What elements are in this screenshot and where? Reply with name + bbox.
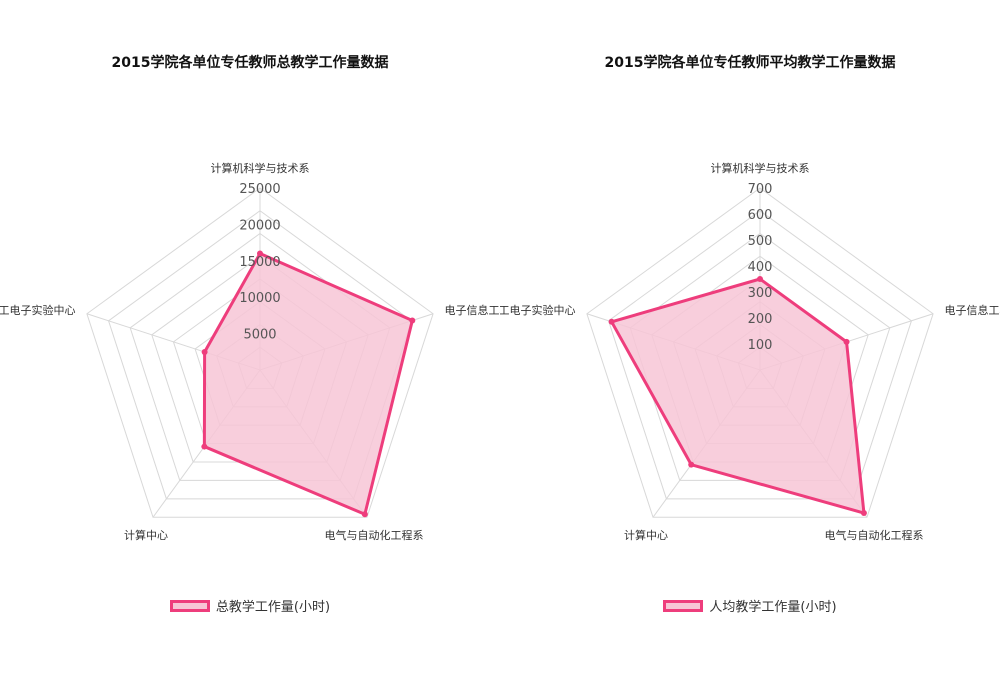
category-label: 电气与自动化工程系 [825,528,924,542]
category-label: 计算机科学与技术系 [711,161,810,175]
legend-swatch [663,599,704,612]
radar-chart-average: 2015学院各单位专任教师平均教学工作量数据 100 200 300 400 500 60… [500,0,1000,680]
tick-label: 200 [748,312,773,327]
tick-label: 500 [748,234,773,249]
legend-swatch [169,599,210,612]
category-label: 电工电子实验中心 [500,303,575,317]
grid-ring [86,187,434,518]
chart-title: 2015学院各单位专任教师平均教学工作量数据 [604,55,896,71]
legend[interactable]: 人均教学工作量(小时) [500,596,1000,615]
category-label: 电子信息工程系 [445,303,500,317]
grid-ring [107,210,413,500]
data-point [757,276,763,282]
tick-label: 100 [748,338,773,353]
data-point [201,443,208,450]
legend-label: 人均教学工作量(小时) [709,600,837,615]
category-label: 计算中心 [624,528,668,542]
data-point [608,318,615,325]
series-area [202,252,414,516]
tick-label: 15000 [239,255,280,270]
tick-label: 20000 [239,218,280,233]
tick-label: 10000 [239,291,280,306]
tick-label: 300 [748,286,773,301]
category-label: 电气与自动化工程系 [325,528,424,542]
series-area [610,277,866,515]
data-point [201,349,208,356]
data-point [860,510,867,517]
radar-chart-total: 2015学院各单位专任教师总教学工作量数据 5000 10000 15000 2000… [0,55,500,615]
category-label: 计算中心 [124,528,168,542]
tick-label: 400 [748,260,773,275]
tick-label: 700 [748,182,773,197]
data-point [688,461,695,468]
legend-label: 总教学工作量(小时) [215,600,331,615]
data-point [361,511,368,518]
category-label: 电子信息工程系 [945,303,1000,317]
radar-plot: 5000 10000 15000 20000 25000 计算机科学与技术系电子信息工程系… [0,161,500,542]
category-label: 电工电子实验中心 [0,303,75,317]
data-point [257,250,263,257]
category-label: 计算机科学与技术系 [211,161,310,175]
grid-ring [586,187,934,518]
tick-label: 5000 [243,328,276,343]
legend[interactable]: 总教学工作量(小时) [0,596,500,615]
tick-label: 25000 [239,182,280,197]
tick-label: 600 [748,208,773,223]
data-point [409,317,416,324]
radar-plot: 100 200 300 400 500 600 700 计算机科学与技术系电子信息工程系电气与… [500,161,1000,542]
grid-ring [607,210,913,500]
data-point [843,338,850,345]
chart-title: 2015学院各单位专任教师总教学工作量数据 [111,55,389,71]
